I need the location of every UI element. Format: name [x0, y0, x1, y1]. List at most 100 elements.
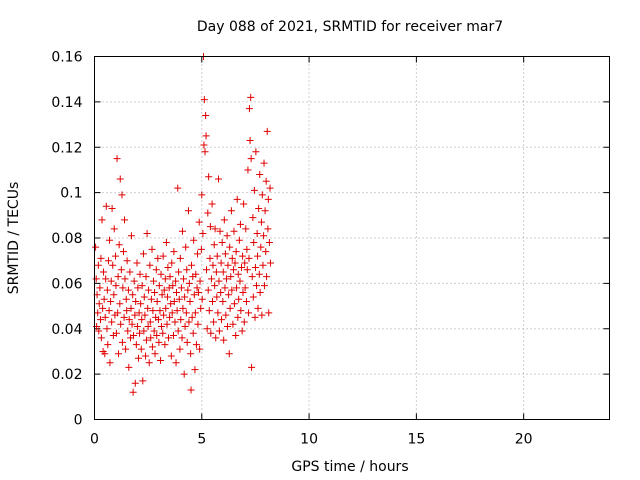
data-point [228, 286, 236, 294]
data-point [132, 298, 140, 306]
data-point [105, 307, 113, 315]
data-point [128, 320, 136, 328]
data-point [256, 288, 264, 296]
data-point [124, 286, 132, 294]
data-point [161, 275, 169, 283]
data-point [176, 345, 184, 353]
data-point [97, 334, 105, 342]
data-point [254, 252, 262, 260]
data-point [102, 275, 110, 283]
data-point [182, 243, 190, 251]
y-tick-label: 0.08 [51, 231, 82, 247]
data-point [200, 96, 208, 104]
data-point [98, 216, 106, 224]
data-point [202, 132, 210, 140]
data-point [239, 288, 247, 296]
data-point [150, 277, 158, 285]
data-point [127, 304, 135, 312]
y-axis-label: SRMTID / TECUs [6, 182, 22, 295]
data-point [197, 304, 205, 312]
data-point [264, 225, 272, 233]
data-point [94, 309, 102, 317]
data-point [121, 275, 129, 283]
data-point [251, 263, 259, 271]
data-point [227, 273, 235, 281]
data-point [237, 263, 245, 271]
data-point [243, 266, 251, 274]
data-point [117, 320, 125, 328]
data-point [181, 322, 189, 330]
data-point [177, 284, 185, 292]
data-point [209, 298, 217, 306]
data-point [147, 334, 155, 342]
data-point [165, 334, 173, 342]
data-point [92, 243, 100, 251]
data-point [94, 261, 102, 269]
data-point [249, 214, 257, 222]
data-point [240, 318, 248, 326]
data-point [123, 257, 131, 265]
data-point [172, 288, 180, 296]
data-point [166, 313, 174, 321]
data-point [245, 309, 253, 317]
data-point [170, 298, 178, 306]
data-point [118, 191, 126, 199]
data-point [225, 291, 233, 299]
data-point [212, 334, 220, 342]
data-point [103, 286, 111, 294]
data-point [229, 320, 237, 328]
data-points [92, 53, 274, 396]
data-point [226, 243, 234, 251]
data-point [125, 316, 133, 324]
data-point [257, 218, 265, 226]
data-point [192, 341, 200, 349]
data-point [203, 325, 211, 333]
data-point [142, 352, 150, 360]
data-point [263, 127, 271, 135]
data-point [155, 338, 163, 346]
data-point [218, 316, 226, 324]
data-point [249, 293, 257, 301]
data-point [223, 232, 231, 240]
data-point [196, 345, 204, 353]
data-point [136, 270, 144, 278]
data-point [145, 286, 153, 294]
data-point [190, 236, 198, 244]
data-point [201, 148, 209, 156]
data-point [123, 307, 131, 315]
data-point [96, 284, 104, 292]
y-tick-label: 0.02 [51, 367, 82, 383]
data-point [106, 359, 114, 367]
data-point [190, 291, 198, 299]
data-point [138, 282, 146, 290]
data-point [217, 259, 225, 267]
data-point [196, 277, 204, 285]
data-point [100, 295, 108, 303]
data-point [163, 293, 171, 301]
data-point [118, 338, 126, 346]
data-point [218, 239, 226, 247]
data-point [163, 320, 171, 328]
data-point [248, 273, 256, 281]
data-point [210, 241, 218, 249]
data-point [122, 295, 130, 303]
data-point [215, 327, 223, 335]
data-point [129, 388, 137, 396]
data-point [181, 293, 189, 301]
data-point [112, 329, 120, 337]
data-point [209, 261, 217, 269]
data-point [146, 261, 154, 269]
data-point [139, 377, 147, 385]
data-point [224, 261, 232, 269]
data-point [212, 268, 220, 276]
data-point [157, 270, 165, 278]
data-point [235, 236, 243, 244]
data-point [213, 293, 221, 301]
data-point [199, 229, 207, 237]
data-point [207, 329, 215, 337]
data-point [110, 225, 118, 233]
data-point [230, 266, 238, 274]
data-point [134, 284, 142, 292]
data-point [174, 184, 182, 192]
data-point [173, 307, 181, 315]
